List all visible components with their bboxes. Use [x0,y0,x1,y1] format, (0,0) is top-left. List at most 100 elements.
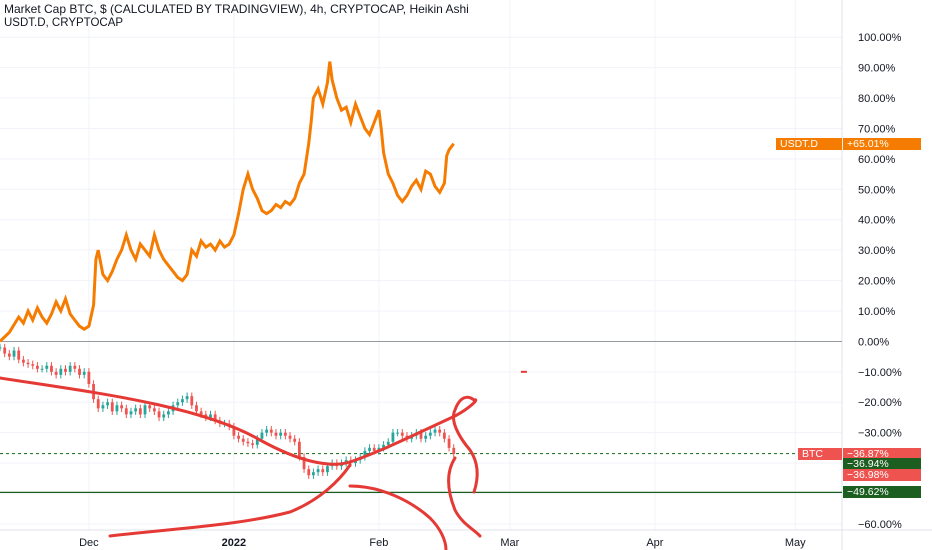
price-tag-b: −36.98% [843,468,921,481]
candle [213,414,217,421]
candle [265,429,269,433]
candle [447,438,451,448]
usdt-name-tag: USDT.D [776,137,842,150]
candle [162,414,166,418]
candle [0,347,2,349]
x-tick-label: 2022 [222,537,246,549]
x-tick-label: Feb [369,537,388,549]
candle [433,429,437,433]
price-tag-a: −36.94% [843,457,921,470]
candle [7,353,11,357]
drawn-arc-lower [108,463,352,538]
candle [307,469,311,476]
candle [438,429,442,433]
candle [260,432,264,439]
candle [209,414,212,418]
candle [424,435,428,439]
candle [106,402,109,406]
candle [246,441,250,444]
candle [237,435,240,439]
candle [195,405,198,412]
legend-overlay-series[interactable]: USDT.D, CRYPTOCAP [4,17,124,29]
y-tick-label: 0.00% [858,336,889,348]
candle [54,371,58,375]
candle [368,447,371,451]
candle [96,399,100,409]
candle [321,469,325,473]
candle [36,365,39,369]
candle [269,429,273,433]
candle [288,435,292,439]
candle [82,371,86,375]
candle [363,450,367,457]
candle [428,432,432,436]
y-tick-label: 20.00% [858,276,896,288]
candle [152,408,156,412]
candle [31,364,35,366]
candle [199,411,203,415]
candle [400,432,404,436]
candle [419,432,423,439]
y-tick-label: −60.00% [858,519,902,531]
candle [101,405,105,409]
x-tick-label: May [785,537,806,549]
candle [452,447,456,454]
candle [148,405,152,409]
candle [283,432,287,436]
y-tick-label: −10.00% [858,367,902,379]
candle [316,469,320,473]
candle [166,411,170,415]
drawn-loop-right [452,395,479,494]
y-tick-label: 10.00% [858,306,896,318]
candle [279,432,283,436]
btc-name-tag: BTC [798,447,842,460]
candle [134,408,138,412]
y-tick-label: 100.00% [858,32,902,44]
candle [185,396,189,400]
candle [372,447,376,451]
candle [312,472,315,476]
candles-layer [0,343,456,479]
candle [68,365,72,372]
reference-lines [0,341,842,493]
time-axis: Dec 2022 Feb Mar Apr May [79,537,806,549]
candle [17,350,21,360]
y-tick-label: 90.00% [858,63,896,75]
candle [302,456,306,470]
candle [138,408,142,415]
candle [297,441,301,457]
candle [391,432,395,442]
candle [64,368,67,372]
candle [115,405,119,412]
drawn-arc-bottom-right [348,484,448,550]
legend-main-series[interactable]: Market Cap BTC, $ (CALCULATED BY TRADING… [4,2,469,16]
drawn-arc-upper [0,376,478,466]
candle [12,350,16,357]
candle [59,368,63,375]
x-tick-label: Mar [500,537,519,549]
candle [26,362,30,365]
candle [190,396,194,406]
series-line-usdt-d [0,61,455,343]
candle [386,441,390,445]
candle [129,411,133,415]
y-tick-label: −20.00% [858,397,902,409]
candle [176,402,180,406]
chart-legend: Market Cap BTC, $ (CALCULATED BY TRADING… [4,2,469,30]
x-tick-label: Apr [646,537,663,549]
candle [326,466,329,473]
btc-value-tag: −36.87% [843,447,921,460]
y-tick-label: 60.00% [858,154,896,166]
candle [120,405,124,409]
candle [157,411,161,418]
y-tick-label: 50.00% [858,184,896,196]
candle [382,444,385,448]
drawings-layer [0,376,482,550]
candle [21,359,25,363]
candle [50,365,53,372]
drawn-stroke-right [447,456,482,538]
y-tick-label: 30.00% [858,245,896,257]
candle [274,432,278,436]
